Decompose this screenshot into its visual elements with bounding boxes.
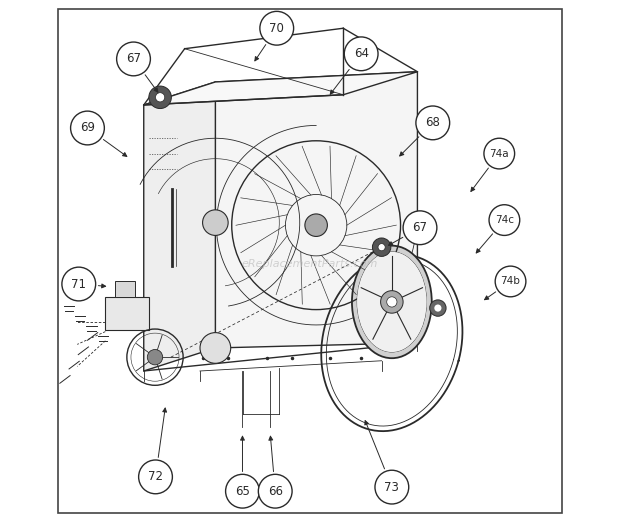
Circle shape: [375, 470, 409, 504]
Text: 70: 70: [269, 22, 284, 35]
Text: 67: 67: [412, 221, 427, 234]
Circle shape: [430, 300, 446, 316]
Text: 67: 67: [126, 52, 141, 65]
Circle shape: [373, 238, 391, 256]
Ellipse shape: [352, 246, 432, 358]
Circle shape: [489, 205, 520, 235]
Circle shape: [495, 266, 526, 297]
Circle shape: [148, 350, 162, 365]
Circle shape: [259, 474, 292, 508]
Circle shape: [378, 244, 385, 251]
Text: 71: 71: [71, 278, 86, 291]
Circle shape: [226, 474, 259, 508]
Text: 66: 66: [268, 485, 283, 497]
Circle shape: [203, 210, 228, 235]
Circle shape: [156, 93, 165, 102]
Circle shape: [62, 267, 95, 301]
Circle shape: [305, 214, 327, 236]
Text: 74b: 74b: [500, 277, 520, 287]
Text: 74c: 74c: [495, 215, 514, 225]
Polygon shape: [215, 72, 417, 348]
Circle shape: [416, 106, 450, 140]
Text: 73: 73: [384, 481, 399, 494]
Circle shape: [200, 333, 231, 363]
Circle shape: [403, 211, 437, 245]
Circle shape: [381, 291, 403, 313]
Text: 74a: 74a: [489, 149, 509, 159]
Text: eReplacementParts.com: eReplacementParts.com: [242, 258, 378, 268]
FancyBboxPatch shape: [105, 297, 149, 330]
Circle shape: [260, 11, 294, 45]
Circle shape: [149, 86, 171, 109]
Ellipse shape: [357, 252, 427, 352]
Circle shape: [484, 138, 515, 169]
Polygon shape: [144, 72, 417, 105]
Text: 64: 64: [353, 48, 369, 61]
Circle shape: [387, 297, 397, 307]
Circle shape: [344, 37, 378, 70]
Circle shape: [139, 460, 172, 494]
Circle shape: [117, 42, 151, 76]
Text: 69: 69: [80, 122, 95, 135]
Text: 72: 72: [148, 470, 163, 483]
Text: 65: 65: [235, 485, 250, 497]
Circle shape: [71, 111, 104, 145]
Circle shape: [434, 304, 441, 312]
Text: 68: 68: [425, 116, 440, 129]
Polygon shape: [144, 82, 215, 371]
FancyBboxPatch shape: [115, 281, 135, 297]
